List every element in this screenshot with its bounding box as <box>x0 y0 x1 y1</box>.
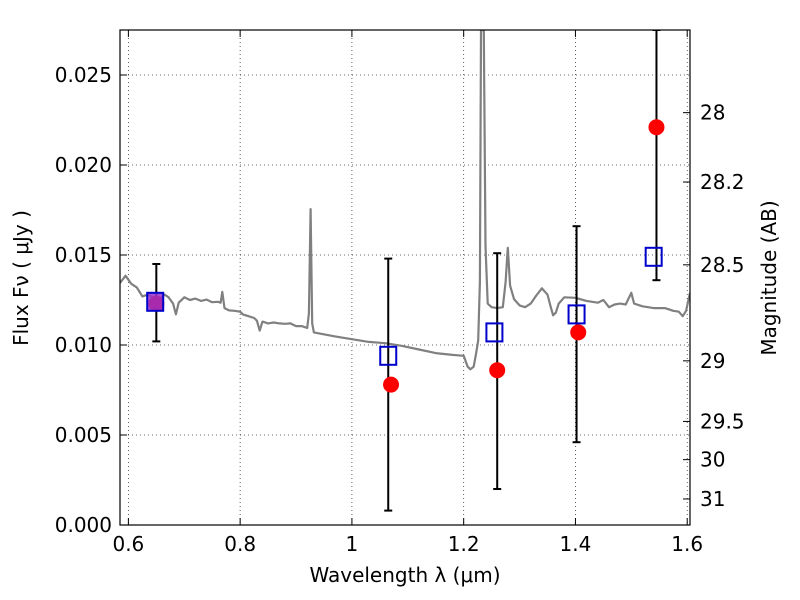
plot-area <box>120 30 690 512</box>
model-point <box>485 322 504 343</box>
y-tick-label: 0.000 <box>55 513 112 537</box>
spectrum-line <box>120 30 690 371</box>
x-axis-label: Wavelength λ (μm) <box>309 563 500 587</box>
y-tick-label: 0.025 <box>55 63 112 87</box>
ticks: 0.6 0.8 1 1.2 1.4 1.6 0.000 0.005 0.010 0.015 0.02… <box>55 30 745 556</box>
y2-tick-label: 30 <box>700 448 725 472</box>
model-point <box>567 304 586 325</box>
y2-tick-label: 29.5 <box>700 409 745 433</box>
model-point <box>146 291 165 312</box>
x-tick-label: 1.2 <box>448 532 480 556</box>
model-point <box>644 246 663 267</box>
y-tick-label: 0.020 <box>55 153 112 177</box>
y-tick-label: 0.005 <box>55 423 112 447</box>
y2-tick-label: 31 <box>700 487 725 511</box>
x-tick-label: 0.8 <box>224 532 256 556</box>
y-tick-label: 0.015 <box>55 243 112 267</box>
x-tick-label: 1.4 <box>560 532 592 556</box>
y-axis-label: Flux Fν ( μJy ) <box>9 210 33 346</box>
y2-tick-label: 28.2 <box>700 170 745 194</box>
photometry-point <box>648 119 665 136</box>
series-group <box>120 30 690 512</box>
overlap-fill <box>147 292 164 311</box>
y-tick-label: 0.010 <box>55 333 112 357</box>
y2-tick-label: 29 <box>700 349 725 373</box>
x-tick-label: 1.6 <box>671 532 703 556</box>
model-point <box>379 345 398 366</box>
plot-frame <box>119 29 691 526</box>
y2-tick-label: 28 <box>700 101 725 125</box>
photometry-point <box>383 376 400 393</box>
x-tick-label: 0.6 <box>112 532 144 556</box>
photometry-point <box>489 362 506 379</box>
y2-tick-label: 28.5 <box>700 253 745 277</box>
photometry-point <box>570 324 587 341</box>
x-tick-label: 1 <box>346 532 359 556</box>
y2-axis-label: Magnitude (AB) <box>757 200 781 355</box>
